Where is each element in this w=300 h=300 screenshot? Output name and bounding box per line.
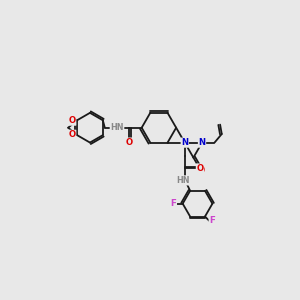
Text: O: O	[197, 166, 204, 175]
Text: F: F	[209, 217, 215, 226]
Text: HN: HN	[110, 123, 124, 132]
Text: N: N	[181, 138, 188, 147]
Text: O: O	[126, 138, 133, 147]
Text: HN: HN	[176, 176, 190, 185]
Text: O: O	[69, 130, 76, 139]
Text: F: F	[170, 199, 176, 208]
Text: O: O	[69, 116, 76, 125]
Text: N: N	[199, 138, 206, 147]
Text: O: O	[196, 164, 203, 173]
